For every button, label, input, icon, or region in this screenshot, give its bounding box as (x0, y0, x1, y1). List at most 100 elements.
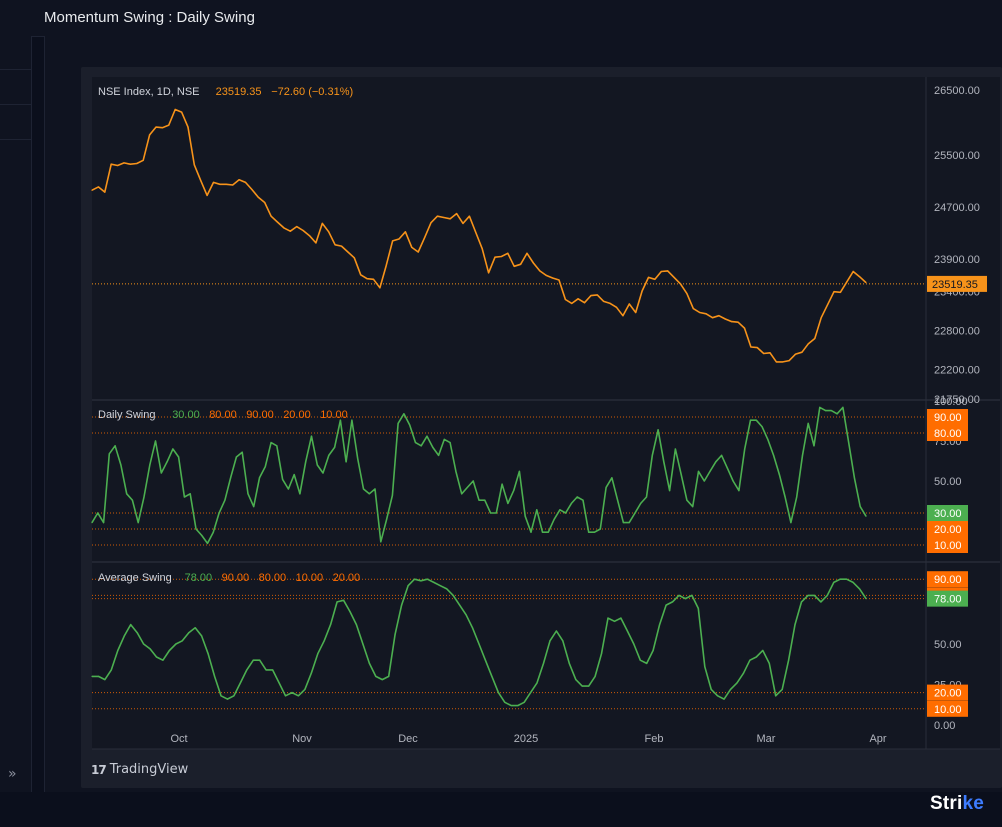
data-point (691, 594, 693, 597)
data-point (188, 632, 190, 634)
level-label-bg (927, 537, 968, 553)
data-point (865, 515, 867, 517)
data-point (852, 581, 854, 584)
data-point (264, 466, 266, 468)
chart-pane-bg (92, 401, 926, 561)
legend-value: 10.00 (320, 409, 348, 421)
data-point (581, 685, 583, 687)
data-point (762, 649, 764, 652)
data-point (846, 281, 848, 283)
data-point (615, 306, 618, 308)
chart-svg[interactable]: 26500.0025500.0024700.0023900.0023400.00… (0, 0, 1002, 790)
data-point (830, 410, 832, 412)
data-point (814, 337, 816, 340)
data-point (154, 440, 157, 442)
data-point (465, 614, 467, 616)
data-point (117, 649, 119, 652)
data-point (737, 321, 739, 323)
data-point (836, 413, 838, 415)
data-point (357, 458, 359, 460)
data-point (368, 662, 370, 665)
y-tick-label: 50.00 (934, 639, 962, 651)
data-point (380, 541, 382, 543)
data-point (813, 594, 816, 597)
level-label: 30.00 (934, 508, 962, 520)
bottom-strip (0, 792, 1002, 827)
data-point (497, 692, 499, 694)
data-point (251, 188, 253, 191)
data-point (201, 635, 203, 637)
data-point (819, 406, 821, 408)
chart-level-lines (92, 283, 926, 710)
data-point (168, 124, 170, 126)
data-point (302, 229, 304, 232)
data-point (246, 669, 248, 671)
y-tick-label: 22200.00 (934, 365, 980, 377)
data-point (717, 695, 719, 697)
data-point (409, 424, 411, 426)
data-point (291, 692, 293, 694)
brand-name-accent: ke (962, 793, 984, 814)
tradingview-logo[interactable]: 17 TradingView (91, 762, 188, 777)
data-point (126, 493, 128, 495)
data-point (571, 302, 573, 304)
data-point (678, 594, 680, 597)
data-point (155, 656, 158, 658)
data-point (669, 490, 671, 492)
data-point (114, 445, 116, 447)
level-label-bg (927, 700, 968, 717)
data-point (710, 688, 712, 690)
data-point (603, 300, 605, 303)
level-label-bg (927, 505, 968, 521)
data-point (449, 442, 451, 444)
data-point (91, 189, 93, 191)
data-point (212, 181, 215, 183)
y-tick-label: 26500.00 (934, 85, 980, 97)
data-point (626, 630, 628, 632)
data-point (749, 659, 751, 661)
data-point (97, 186, 99, 188)
data-point (507, 252, 509, 254)
data-point (472, 480, 474, 482)
data-point (784, 496, 786, 498)
data-point (116, 164, 119, 167)
data-point (468, 215, 471, 217)
data-point (162, 659, 164, 661)
data-point (136, 162, 138, 165)
data-point (362, 488, 365, 490)
data-point (769, 352, 771, 354)
data-point (768, 662, 770, 665)
data-point (530, 531, 532, 533)
data-point (108, 453, 110, 455)
data-point (310, 435, 313, 437)
data-point (272, 669, 274, 671)
expand-sidebar-icon[interactable]: » (8, 766, 17, 782)
data-point (322, 472, 324, 474)
data-point (645, 496, 648, 498)
data-point (692, 506, 694, 508)
tradingview-icon: 17 (91, 762, 107, 777)
x-tick-label: Mar (757, 733, 776, 745)
data-point (155, 126, 157, 128)
data-point (411, 246, 413, 249)
data-point (530, 692, 532, 694)
data-point (742, 672, 745, 674)
data-point (575, 679, 577, 681)
level-label: 90.00 (934, 574, 962, 586)
level-label-bg (927, 590, 968, 607)
data-point (562, 640, 564, 642)
data-point (136, 632, 138, 634)
price-axis-bg (926, 77, 1000, 399)
data-point (283, 227, 285, 229)
data-point (379, 287, 381, 289)
page-header: Momentum Swing : Daily Swing (31, 0, 1002, 37)
data-point (270, 215, 272, 217)
data-point (800, 601, 803, 603)
data-point (763, 352, 765, 355)
data-point (711, 317, 714, 319)
data-point (495, 512, 497, 514)
data-point (532, 262, 534, 264)
rail-divider (0, 139, 31, 140)
data-point (284, 695, 287, 697)
data-point (296, 226, 298, 228)
